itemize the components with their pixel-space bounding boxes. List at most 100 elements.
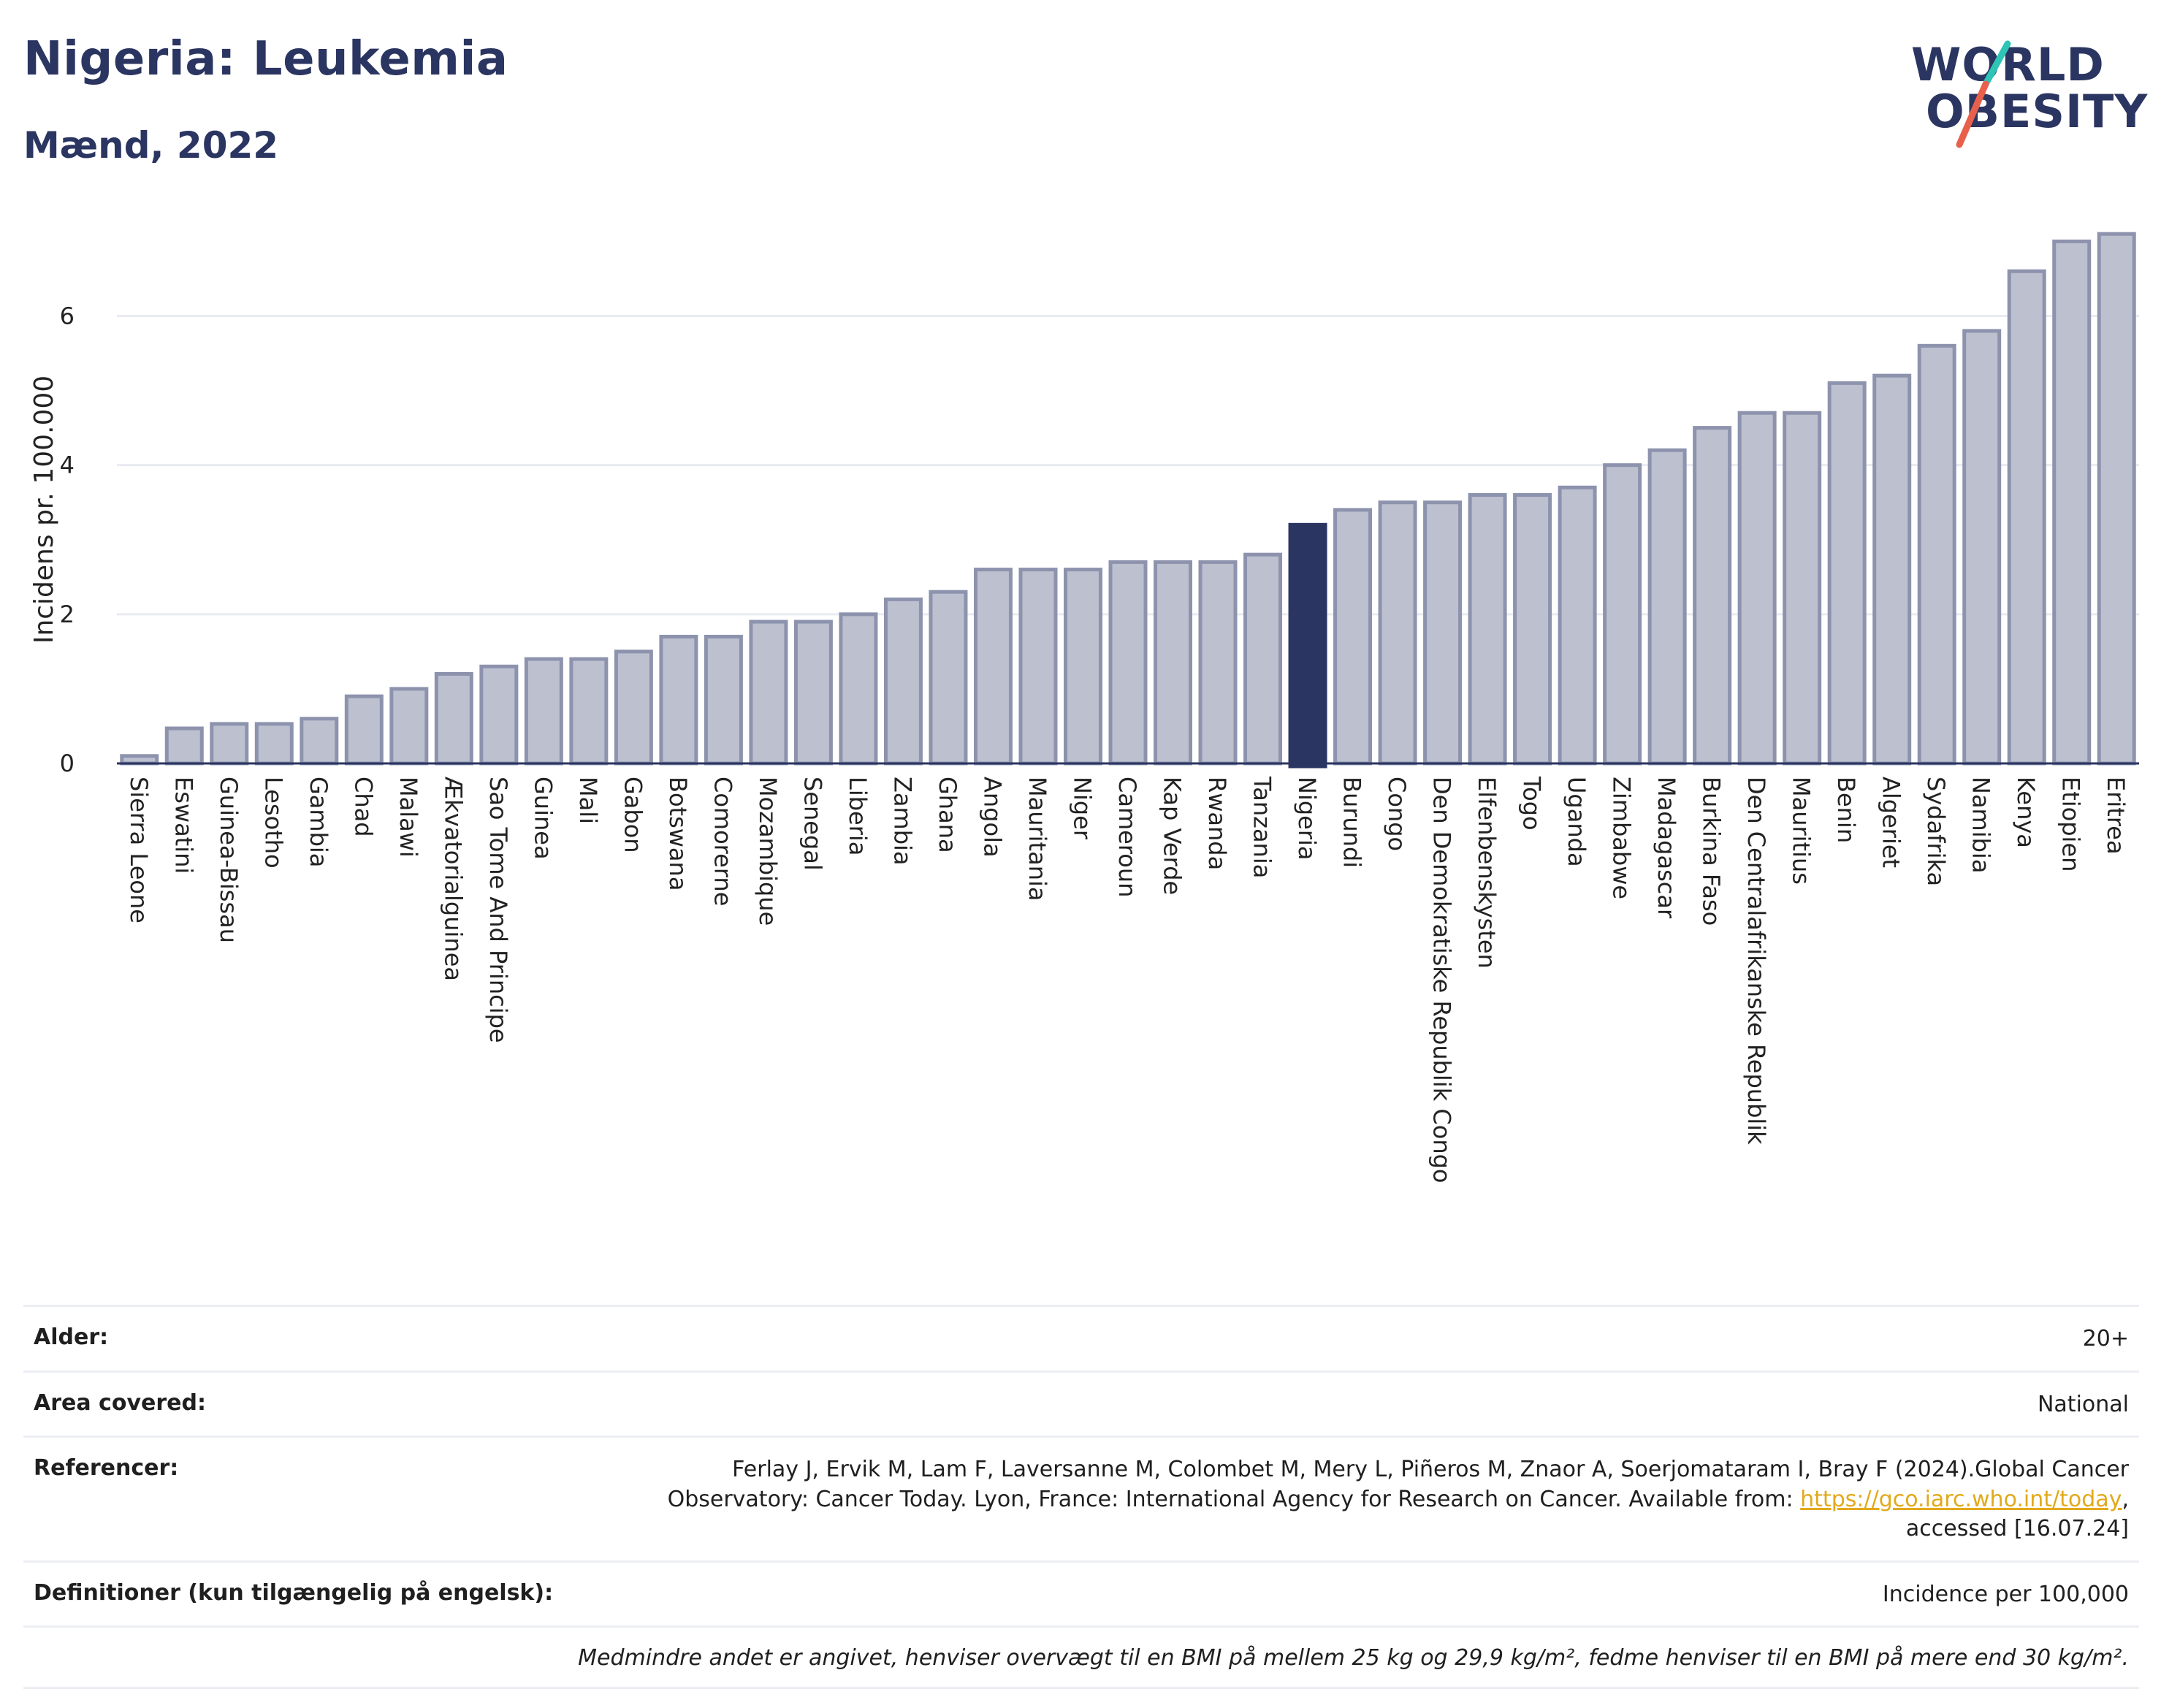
x-tick-label: Kap Verde: [1159, 777, 1186, 895]
bar: [210, 722, 249, 766]
x-tick-label: Gambia: [305, 777, 332, 867]
bar: [434, 672, 473, 766]
bar: [344, 694, 384, 766]
reference-suffix: , accessed [16.07.24]: [1905, 1486, 2129, 1542]
x-tick-label: Benin: [1832, 777, 1860, 843]
bar: [1468, 493, 1507, 766]
x-tick-label: Mali: [574, 777, 602, 824]
meta-key: Referencer:: [34, 1455, 179, 1481]
x-tick-label: Sierra Leone: [125, 777, 153, 923]
bar: [839, 612, 878, 766]
x-tick-label: Ghana: [934, 777, 961, 853]
logo-slash-icon: [1956, 40, 2011, 148]
bar-chart: 0 2 4 6 Incidens pr. 100.000 Sierra Leone Eswa…: [29, 232, 2139, 1183]
x-tick-label: Elfenbenskysten: [1473, 777, 1501, 969]
meta-row-age: Alder: 20+: [23, 1307, 2139, 1373]
bar: [1827, 381, 1867, 766]
meta-value: Incidence per 100,000: [1882, 1581, 2129, 1607]
bar: [1288, 522, 1327, 769]
bar: [929, 590, 968, 766]
x-tick-label: Cameroun: [1113, 777, 1141, 897]
bar: [1917, 343, 1956, 766]
bar: [254, 722, 294, 766]
chart-subtitle: Mænd, 2022: [23, 124, 279, 167]
x-tick-label: Uganda: [1563, 777, 1590, 867]
bar: [300, 717, 339, 766]
bar: [1558, 485, 1597, 766]
y-tick-label: 2: [60, 601, 75, 628]
logo-line-2: OBESITY: [1926, 85, 2149, 138]
x-tick-label: Comorerne: [709, 777, 736, 906]
x-tick-label: Guinea-Bissau: [215, 777, 243, 943]
x-tick-label: Madagascar: [1653, 777, 1680, 919]
bar: [1693, 426, 1732, 766]
bar: [2097, 232, 2136, 766]
bar: [614, 649, 653, 766]
bar: [479, 664, 519, 766]
x-tick-label: Mozambique: [754, 777, 782, 926]
y-tick-label: 6: [60, 302, 75, 330]
x-tick-label: Algeriet: [1878, 777, 1905, 868]
x-tick-label: Niger: [1068, 777, 1096, 840]
x-tick-label: Namibia: [1967, 777, 1995, 873]
bar: [1018, 568, 1058, 766]
bar: [1513, 493, 1552, 766]
reference-link[interactable]: https://gco.iarc.who.int/today: [1800, 1486, 2122, 1512]
bar: [793, 619, 833, 766]
bar: [659, 634, 698, 766]
x-tick-label: Nigeria: [1293, 777, 1321, 860]
x-tick-label: Malawi: [395, 777, 422, 858]
bar: [2052, 239, 2092, 766]
x-tick-label: Etiopien: [2057, 777, 2085, 872]
bar: [164, 726, 204, 766]
bar: [2007, 269, 2046, 766]
meta-value: Ferlay J, Ervik M, Lam F, Laversanne M, …: [589, 1455, 2129, 1544]
meta-row-area: Area covered: National: [23, 1373, 2139, 1438]
meta-row-references: Referencer: Ferlay J, Ervik M, Lam F, La…: [23, 1438, 2139, 1563]
bar: [569, 657, 609, 766]
x-tick-label: Guinea: [529, 777, 557, 860]
bar: [1198, 560, 1238, 766]
x-tick-label: Togo: [1518, 776, 1546, 831]
x-tick-label: Den Demokratiske Republik Congo: [1428, 777, 1456, 1183]
x-tick-label: Liberia: [844, 777, 872, 855]
bar: [1423, 500, 1463, 766]
meta-key: Definitioner (kun tilgængelig på engelsk…: [34, 1579, 554, 1606]
y-tick-label: 4: [60, 451, 75, 479]
x-tick-label: Burkina Faso: [1698, 777, 1726, 926]
x-tick-label: Botswana: [664, 777, 692, 891]
y-axis-label: Incidens pr. 100.000: [29, 375, 59, 644]
x-tick-label: Congo: [1383, 777, 1411, 851]
bar: [389, 687, 429, 766]
x-tick-label: Den Centralafrikanske Republik: [1742, 777, 1770, 1145]
bar: [1378, 500, 1417, 766]
bar: [1783, 411, 1822, 766]
x-tick-label: Zimbabwe: [1608, 777, 1636, 899]
x-tick-label: Sydafrika: [1922, 777, 1950, 886]
x-tick-label: Sao Tome And Principe: [484, 777, 512, 1043]
meta-row-definitions: Definitioner (kun tilgængelig på engelsk…: [23, 1563, 2139, 1628]
x-tick-label: Kenya: [2012, 777, 2040, 848]
x-tick-label: Senegal: [799, 777, 826, 871]
bar: [1647, 448, 1687, 766]
bmi-footnote: Medmindre andet er angivet, henviser ove…: [23, 1628, 2139, 1689]
bar: [1243, 552, 1283, 766]
bar: [973, 568, 1013, 766]
x-tick-label: Rwanda: [1203, 777, 1231, 870]
bar: [1962, 329, 2002, 766]
x-tick-label: Burundi: [1338, 777, 1366, 868]
x-tick-label: Eswatini: [169, 777, 197, 874]
x-tick-label: Gabon: [619, 777, 647, 853]
bar: [1108, 560, 1148, 766]
x-tick-label: Ækvatorialguinea: [439, 777, 467, 981]
bar: [120, 754, 159, 766]
meta-key: Alder:: [34, 1324, 109, 1350]
reference-text: Ferlay J, Ervik M, Lam F, Laversanne M, …: [667, 1457, 2129, 1512]
meta-value: National: [2037, 1391, 2129, 1417]
bar: [1154, 560, 1193, 766]
bar: [1872, 373, 1912, 766]
bar: [883, 597, 923, 766]
world-obesity-logo: WORLD OBESITY: [1899, 29, 2147, 161]
x-tick-label: Mauritius: [1788, 777, 1815, 885]
x-tick-label: Mauritania: [1024, 777, 1051, 901]
